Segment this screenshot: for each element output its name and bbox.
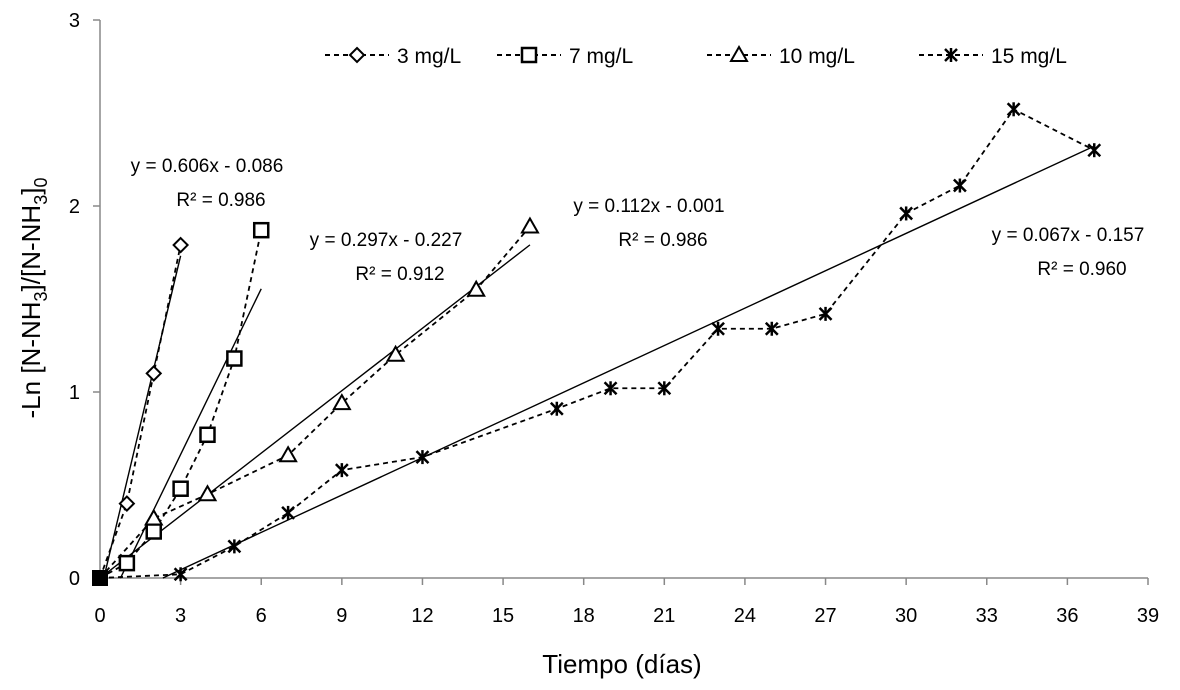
data-point-star <box>549 401 564 416</box>
x-tick-label: 39 <box>1137 605 1159 627</box>
data-point-star <box>899 206 914 221</box>
data-point-star <box>1006 102 1021 117</box>
data-point-triangle <box>197 484 218 502</box>
equation-label: y = 0.112x - 0.001 <box>573 196 724 217</box>
series-line-1 <box>99 244 182 579</box>
data-point-triangle <box>520 216 540 234</box>
x-tick-label: 3 <box>175 605 186 627</box>
legend-label: 15 mg/L <box>991 45 1067 68</box>
data-point-star <box>818 306 833 321</box>
data-point-triangle <box>278 445 298 463</box>
equation-labels: y = 0.606x - 0.086 R² = 0.986 y = 0.297x -… <box>131 156 1145 285</box>
data-point-star <box>281 505 295 520</box>
legend-item: 10 mg/L <box>707 44 855 68</box>
legend-label: 10 mg/L <box>779 45 855 68</box>
data-point-star <box>603 381 618 396</box>
legend-marker-square <box>520 46 538 64</box>
data-point-star <box>711 321 725 336</box>
data-point-triangle <box>332 393 352 411</box>
x-tick-label: 21 <box>653 605 675 627</box>
data-point-square <box>252 221 270 239</box>
x-tick-label: 18 <box>573 605 595 627</box>
legend-item: 15 mg/L <box>919 45 1067 68</box>
series-line-2 <box>99 229 263 579</box>
x-tick-label: 24 <box>734 605 756 627</box>
x-tick-label: 6 <box>256 605 267 627</box>
equation-label: y = 0.606x - 0.086 <box>131 156 284 177</box>
data-point-star <box>334 463 349 478</box>
trendline-4 <box>162 145 1095 579</box>
r-squared-label: R² = 0.986 <box>618 230 707 251</box>
trendline-3 <box>99 244 531 579</box>
r-squared-label: R² = 0.912 <box>355 264 444 285</box>
legend-marker-star <box>944 48 958 62</box>
x-tick-label: 30 <box>895 605 917 627</box>
data-point-diamond <box>118 495 136 513</box>
x-tick-label: 27 <box>814 605 836 627</box>
legend-item: 3 mg/L <box>325 45 461 68</box>
legend-marker-diamond <box>348 46 366 64</box>
legend-label: 7 mg/L <box>569 45 633 68</box>
r-squared-label: R² = 0.986 <box>176 190 265 211</box>
data-point-diamond <box>145 364 163 382</box>
data-point-star <box>173 567 188 582</box>
legend-label: 3 mg/L <box>397 45 461 68</box>
x-tick-label: 0 <box>94 605 105 627</box>
data-point-square <box>172 480 189 497</box>
data-point-square <box>226 350 243 367</box>
y-tick-label: 2 <box>69 196 80 218</box>
y-tick-label: 0 <box>69 568 80 590</box>
data-point-square <box>118 554 136 572</box>
legend-item: 7 mg/L <box>497 45 633 68</box>
series-line-3 <box>99 225 531 579</box>
data-point-star <box>1087 143 1102 158</box>
series <box>92 102 1102 586</box>
legend: 3 mg/L 7 mg/L 10 mg/L 15 mg/L <box>325 44 1067 68</box>
data-point-triangle <box>385 344 406 362</box>
x-tick-label: 15 <box>492 605 514 627</box>
y-axis-title: -Ln [N-NH3]/[N-NH3]0 <box>16 178 51 419</box>
equation-label: y = 0.297x - 0.227 <box>310 230 463 251</box>
data-point-star <box>953 178 967 193</box>
data-point-star <box>415 450 430 465</box>
origin-point <box>92 570 108 586</box>
x-tick-label: 9 <box>336 605 347 627</box>
x-tick-label: 12 <box>411 605 433 627</box>
series-line-4 <box>99 108 1095 579</box>
y-tick-label: 3 <box>69 10 80 32</box>
data-point-square <box>145 523 162 540</box>
equation-label: y = 0.067x - 0.157 <box>992 225 1145 246</box>
data-point-triangle <box>144 508 164 526</box>
legend-marker-triangle <box>729 44 749 62</box>
r-squared-label: R² = 0.960 <box>1037 259 1126 280</box>
data-point-triangle <box>466 279 486 297</box>
x-tick-label: 36 <box>1056 605 1078 627</box>
data-point-star <box>764 321 779 336</box>
data-point-star <box>227 539 242 554</box>
data-point-square <box>199 426 216 444</box>
x-tick-label: 33 <box>976 605 998 627</box>
data-point-diamond <box>172 236 190 254</box>
trendline-1 <box>103 255 182 579</box>
x-axis-title: Tiempo (días) <box>542 649 701 679</box>
y-tick-label: 1 <box>69 382 80 404</box>
data-point-star <box>657 381 672 396</box>
